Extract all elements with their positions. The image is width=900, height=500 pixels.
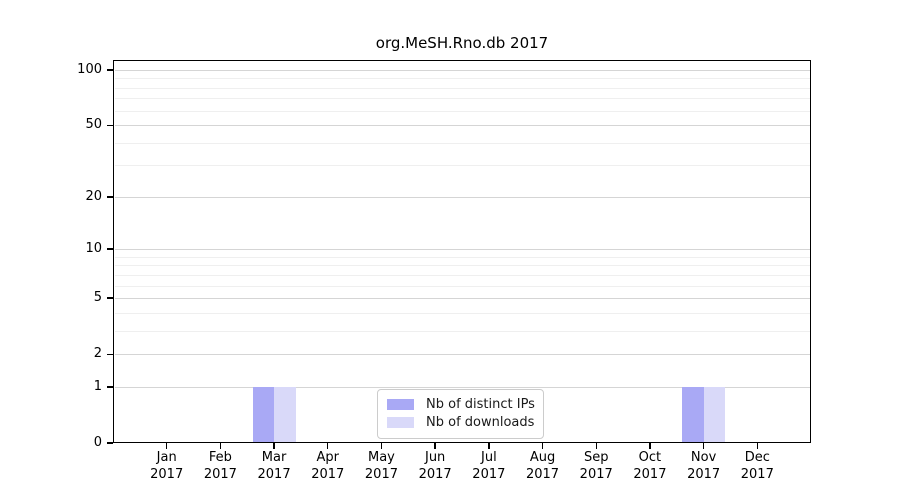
y-tick-label: 20	[85, 188, 102, 204]
x-tick-label: Apr 2017	[300, 449, 356, 483]
y-tick-label: 1	[93, 378, 102, 394]
x-tick-label: Dec 2017	[729, 449, 785, 483]
gridline-minor	[114, 330, 810, 332]
bar-distinct-ips	[682, 386, 704, 442]
x-tick-year: 2017	[203, 467, 237, 482]
x-tick-label: May 2017	[353, 449, 409, 483]
legend-item-distinct-ips: Nb of distinct IPs	[387, 396, 535, 413]
y-tick-mark	[107, 442, 113, 444]
y-tick-label: 100	[77, 62, 102, 77]
x-tick-year: 2017	[418, 467, 452, 482]
gridline-minor	[114, 142, 810, 144]
x-tick-label: Sep 2017	[568, 449, 624, 483]
legend: Nb of distinct IPs Nb of downloads	[377, 389, 544, 439]
gridline-major	[114, 298, 810, 300]
gridline-minor	[114, 312, 810, 314]
x-tick-year: 2017	[740, 467, 774, 482]
y-tick-mark	[107, 353, 113, 355]
legend-swatch-distinct-ips-icon	[387, 399, 414, 410]
y-tick-mark	[107, 297, 113, 299]
x-tick-year: 2017	[150, 467, 184, 482]
gridline-minor	[114, 110, 810, 112]
y-tick-mark	[107, 196, 113, 198]
x-tick-mark	[165, 443, 168, 449]
bar-downloads	[703, 386, 726, 442]
x-tick-year: 2017	[579, 467, 613, 482]
x-tick-year: 2017	[472, 467, 506, 482]
y-tick-label: 2	[93, 346, 102, 362]
y-tick-label: 5	[93, 290, 102, 306]
x-tick-mark	[327, 443, 329, 449]
y-tick-label: 50	[85, 117, 102, 133]
x-tick-mark	[541, 443, 544, 449]
x-tick-label: Feb 2017	[192, 449, 248, 483]
x-tick-label: Jan 2017	[139, 449, 195, 483]
x-tick-year: 2017	[364, 467, 398, 482]
x-tick-label: Oct 2017	[622, 449, 678, 483]
gridline-minor	[114, 78, 810, 80]
gridline-minor	[114, 274, 810, 276]
x-tick-year: 2017	[687, 467, 721, 482]
x-tick-mark	[273, 443, 275, 449]
gridline-major	[114, 386, 810, 388]
gridline-major	[114, 70, 810, 71]
y-tick-mark	[107, 248, 113, 250]
x-tick-label: Mar 2017	[246, 449, 302, 483]
gridline-major	[114, 354, 810, 356]
legend-label-downloads: Nb of downloads	[426, 414, 535, 430]
gridline-minor	[114, 265, 810, 267]
gridline-minor	[114, 87, 810, 89]
x-tick-year: 2017	[633, 467, 667, 482]
gridline-major	[114, 125, 810, 127]
gridline-minor	[114, 98, 810, 100]
x-tick-mark	[488, 443, 490, 449]
x-tick-year: 2017	[525, 467, 560, 482]
x-tick-label: Nov 2017	[676, 449, 732, 483]
x-tick-mark	[702, 443, 705, 449]
x-tick-year: 2017	[311, 467, 345, 482]
x-tick-label: Jul 2017	[461, 449, 517, 483]
x-tick-mark	[434, 443, 436, 449]
x-tick-mark	[219, 443, 222, 449]
x-tick-year: 2017	[257, 467, 291, 482]
x-tick-mark	[756, 443, 758, 449]
x-tick-mark	[595, 443, 597, 449]
gridline-minor	[114, 256, 810, 258]
y-tick-mark	[107, 69, 113, 71]
y-tick-mark	[107, 386, 113, 388]
x-tick-label: Jun 2017	[407, 449, 463, 483]
bar-downloads	[274, 386, 296, 442]
gridline-major	[114, 249, 810, 251]
y-tick-mark	[107, 124, 113, 126]
bar-distinct-ips	[252, 386, 275, 442]
y-tick-label: 10	[85, 241, 102, 257]
plot-area	[114, 61, 810, 442]
gridline-minor	[114, 165, 810, 167]
gridline-major	[114, 196, 810, 198]
gridline-minor	[114, 285, 810, 287]
x-tick-mark	[380, 443, 383, 449]
y-tick-label: 0	[93, 435, 102, 450]
legend-item-downloads: Nb of downloads	[387, 414, 534, 431]
legend-swatch-downloads-icon	[387, 417, 414, 428]
x-tick-label: Aug 2017	[515, 449, 571, 483]
x-tick-mark	[649, 443, 651, 449]
legend-label-distinct-ips: Nb of distinct IPs	[426, 396, 535, 412]
chart-title: org.MeSH.Rno.db 2017	[375, 34, 549, 52]
